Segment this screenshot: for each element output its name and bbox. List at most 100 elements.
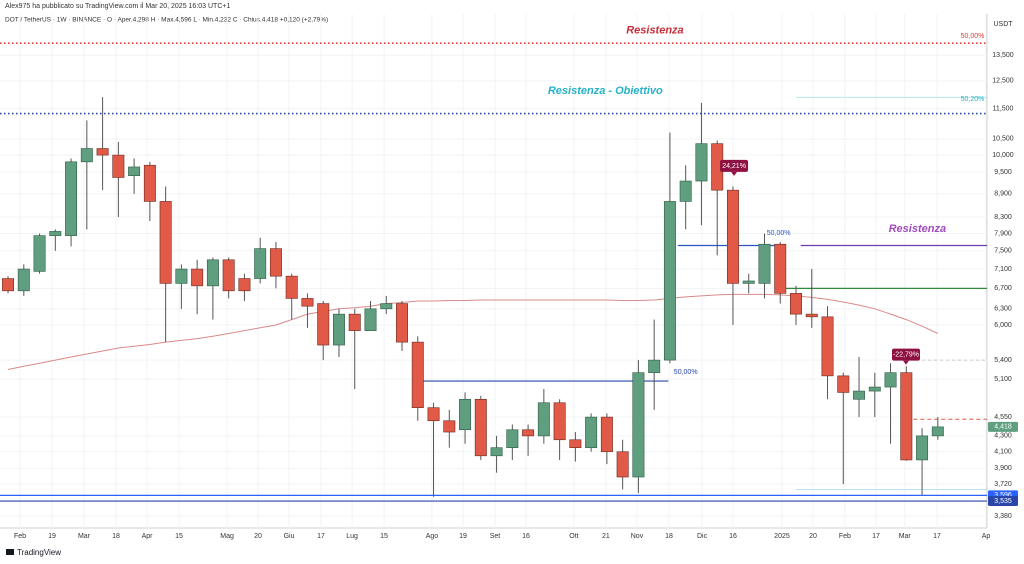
currency: USDT xyxy=(993,21,1013,28)
callout-label: 24,21% xyxy=(722,163,746,170)
y-tick-label: 4,300 xyxy=(994,433,1012,440)
candle-body xyxy=(632,372,645,478)
x-tick-label: 20 xyxy=(809,533,817,540)
callout-box xyxy=(891,348,920,361)
candle-body xyxy=(285,275,298,299)
level-label: 50,20% xyxy=(961,96,985,103)
symbol-line: DOT / TetherUS · 1W · BINANCE · O · Aper… xyxy=(5,17,328,24)
y-tick-label: 11,500 xyxy=(993,105,1014,112)
candle-body xyxy=(821,316,834,377)
moving-average xyxy=(7,293,939,370)
candle-body xyxy=(364,308,377,331)
candle-body xyxy=(585,416,598,448)
candle-body xyxy=(726,189,739,284)
candle-body xyxy=(837,375,850,393)
callout: 24,21% xyxy=(720,159,749,176)
x-tick-label: 16 xyxy=(729,533,737,540)
x-tick-label: 17 xyxy=(317,533,325,540)
candle-body xyxy=(269,248,282,277)
x-tick-label: 19 xyxy=(48,533,56,540)
level-label: 50,00% xyxy=(767,230,791,237)
footer: TradingView xyxy=(17,548,61,557)
x-tick-label: Mag xyxy=(220,533,234,540)
annotation: Resistenza - Obiettivo xyxy=(548,85,663,97)
candle-body xyxy=(758,243,771,284)
y-tick-label: 6,000 xyxy=(994,322,1012,329)
candle-body xyxy=(506,429,519,448)
candle-body xyxy=(553,402,566,441)
candle-body xyxy=(916,435,929,461)
candle-body xyxy=(679,180,692,202)
candle-body xyxy=(49,231,62,236)
candle-body xyxy=(128,166,141,176)
candle-body xyxy=(459,398,472,431)
logo: TradingView xyxy=(6,548,61,557)
y-tick-label: 6,300 xyxy=(994,306,1012,313)
y-tick-label: 5,100 xyxy=(994,376,1012,383)
y-tick-label: 3,720 xyxy=(994,481,1012,488)
x-tick-label: 17 xyxy=(872,533,880,540)
y-tick-label: 12,500 xyxy=(992,78,1014,85)
candle-body xyxy=(33,235,46,272)
candle-body xyxy=(774,243,787,294)
y-tick-label: 7,900 xyxy=(994,230,1012,237)
x-tick-label: 15 xyxy=(175,533,183,540)
x-tick-label: 21 xyxy=(602,533,610,540)
candle-body xyxy=(175,268,188,284)
candle-body xyxy=(900,372,913,461)
x-tick-label: Ago xyxy=(426,533,439,540)
candle-body xyxy=(805,313,818,318)
candle-body xyxy=(80,148,93,163)
y-tick-label: 10,000 xyxy=(992,152,1014,159)
candle-body xyxy=(931,426,944,437)
y-tick-label: 7,100 xyxy=(994,266,1012,273)
candle-body xyxy=(143,164,156,202)
candle-body xyxy=(411,341,424,409)
x-tick-label: Feb xyxy=(839,533,851,540)
callout-pointer xyxy=(902,360,909,365)
x-tick-label: 2025 xyxy=(774,533,790,540)
x-tick-label: Dic xyxy=(697,533,708,540)
callout-box xyxy=(720,159,749,172)
logo-mark xyxy=(6,549,14,555)
annotation: Resistenza xyxy=(626,24,683,36)
candle-body xyxy=(742,280,755,284)
grid xyxy=(0,14,987,528)
candle-body xyxy=(206,259,219,287)
x-tick-label: 19 xyxy=(459,533,467,540)
candle-body xyxy=(396,303,408,343)
candle-body xyxy=(112,154,125,178)
candle-body xyxy=(348,313,361,331)
candle-body xyxy=(868,386,881,392)
candle-body xyxy=(443,420,456,433)
x-tick-label: 18 xyxy=(665,533,673,540)
y-tick-label: 4,100 xyxy=(994,449,1012,456)
x-tick-label: Mar xyxy=(78,533,91,540)
x-tick-label: Mar xyxy=(899,533,912,540)
candle-body xyxy=(2,278,15,292)
y-tick-label: 8,300 xyxy=(994,214,1012,221)
candle-body xyxy=(191,268,204,287)
y-tick-label: 9,500 xyxy=(994,169,1012,176)
level-label: 50,00% xyxy=(961,33,985,40)
x-tick-label: Set xyxy=(490,533,501,540)
candle-body xyxy=(522,429,535,437)
candle-body xyxy=(17,268,30,292)
callout-label: -22,79% xyxy=(893,351,919,358)
candle-body xyxy=(159,201,172,284)
candle-body xyxy=(600,416,613,453)
candle-body xyxy=(254,248,267,279)
y-tick-label: 7,500 xyxy=(994,248,1012,255)
x-tick-label: Nov xyxy=(631,533,644,540)
x-tick-label: 16 xyxy=(522,533,530,540)
x-tick-label: 18 xyxy=(112,533,120,540)
candle-body xyxy=(301,298,314,307)
y-tick-label: 4,550 xyxy=(994,414,1012,421)
y-tick-label: 8,900 xyxy=(994,191,1012,198)
callout: -22,79% xyxy=(891,348,920,365)
callout-pointer xyxy=(731,171,738,176)
candle-body xyxy=(317,303,330,346)
candle-body xyxy=(222,259,235,292)
price-tag-label: 3,596 xyxy=(994,492,1012,499)
price-tag-label: 3,535 xyxy=(994,498,1012,505)
